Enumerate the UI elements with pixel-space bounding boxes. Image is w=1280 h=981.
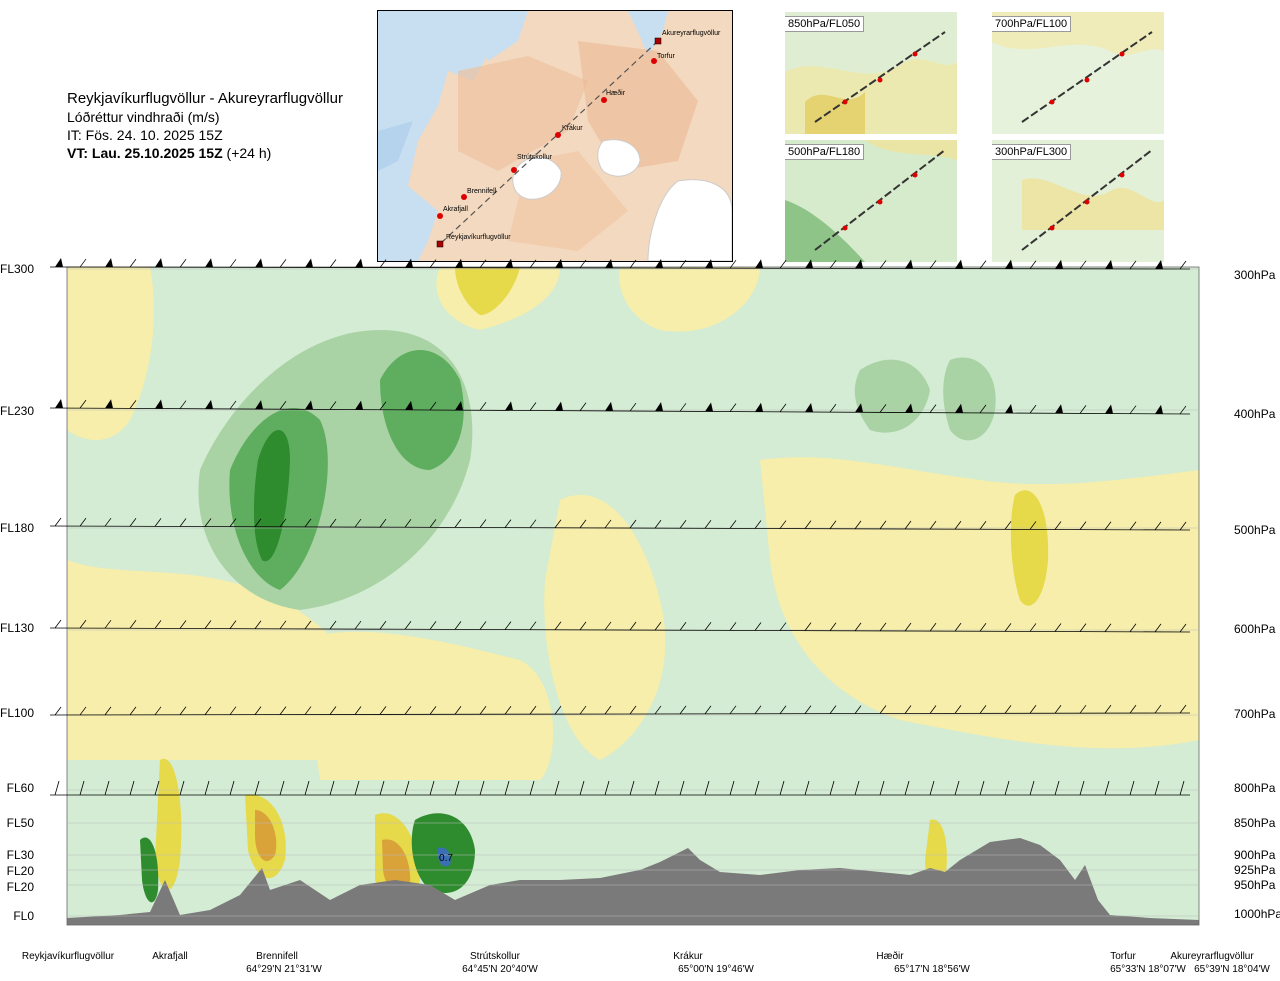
loc-coord-akureyri: 65°39'N 18°04'W [1194, 964, 1270, 975]
mini-map-850: 850hPa/FL050 [785, 12, 957, 134]
valid-time: VT: Lau. 25.10.2025 15Z (+24 h) [67, 144, 343, 162]
loc-name-akrafjall: Akrafjall [152, 951, 188, 962]
init-time: IT: Fös. 24. 10. 2025 15Z [67, 127, 223, 143]
quantity-subtitle: Lóðréttur vindhraði (m/s) [67, 109, 220, 125]
hpa-label-700: 700hPa [1234, 707, 1276, 721]
map-label-akureyri: Akureyrarflugvöllur [662, 30, 721, 37]
rise-core-1b [253, 430, 290, 562]
loc-coord-krakur: 65°00'N 19°46'W [678, 964, 754, 975]
map-label-torfur: Torfur [657, 53, 676, 60]
mini-map-300-svg [992, 140, 1164, 262]
fl-label-230: FL230 [0, 404, 35, 418]
fl-label-0: FL0 [13, 909, 34, 923]
route-title: Reykjavíkurflugvöllur - Akureyrarflugvöl… [67, 90, 343, 107]
fl-label-100: FL100 [0, 706, 35, 720]
hpa-label-900: 900hPa [1234, 848, 1276, 862]
mini-map-850-svg [785, 12, 957, 134]
hpa-label-925: 925hPa [1234, 863, 1276, 877]
mini-map-850-label: 850hPa/FL050 [785, 16, 865, 32]
wind-barb-row [49, 704, 1191, 716]
wind-barb-row [49, 517, 1191, 531]
sink-core-4 [1010, 490, 1049, 606]
sink-region-3 [619, 267, 760, 332]
loc-name-brennifell: Brennifell [256, 951, 298, 962]
fl-label-50: FL50 [6, 816, 34, 830]
sink-core-10b [382, 839, 411, 892]
mini-map-300: 300hPa/FL300 [992, 140, 1164, 262]
hpa-label-1000: 1000hPa [1234, 907, 1280, 921]
valid-time-lead: (+24 h) [222, 145, 272, 161]
rise-region-3 [854, 359, 930, 433]
mini-map-700-label: 700hPa/FL100 [992, 16, 1072, 32]
map-label-strutskollur: Strútskollur [517, 154, 553, 161]
terrain [67, 838, 1199, 925]
sink-region-1 [67, 267, 154, 440]
route-map-svg: Akureyrarflugvöllur Torfur Hæðir Krákur … [378, 11, 732, 261]
map-label-akrafjall: Akrafjall [443, 206, 468, 213]
sink-core-8 [155, 758, 182, 890]
mini-map-300-label: 300hPa/FL300 [992, 144, 1072, 160]
hpa-label-300: 300hPa [1234, 268, 1276, 282]
mini-map-700: 700hPa/FL100 [992, 12, 1164, 134]
fl-label-130: FL130 [0, 621, 35, 635]
fl-label-30: FL30 [6, 848, 34, 862]
plot-frame [66, 266, 1200, 926]
fl-label-300: FL300 [0, 262, 35, 276]
loc-coord-torfur: 65°33'N 18°07'W [1110, 964, 1186, 975]
loc-name-akureyri: Akureyrarflugvöllur [1170, 951, 1254, 962]
wind-barbs [49, 258, 1191, 796]
max-updraft-label: 0.7 [439, 853, 453, 864]
loc-name-krakur: Krákur [673, 951, 703, 962]
wind-barb-row [49, 258, 1191, 270]
chart-title-block: Reykjavíkurflugvöllur - Akureyrarflugvöl… [67, 90, 343, 162]
wind-barb-row [49, 619, 1191, 633]
map-label-krakur: Krákur [562, 125, 583, 132]
mini-map-500-svg [785, 140, 957, 262]
loc-coord-brennifell: 64°29'N 21°31'W [246, 964, 322, 975]
hpa-label-950: 950hPa [1234, 878, 1276, 892]
loc-name-torfur: Torfur [1110, 951, 1136, 962]
loc-name-strutskollur: Strútskollur [469, 951, 521, 962]
fl-label-180: FL180 [0, 521, 35, 535]
mini-map-500: 500hPa/FL180 [785, 140, 957, 262]
loc-name-haedir: Hæðir [876, 951, 904, 962]
loc-coord-strutskollur: 64°45'N 20°40'W [462, 964, 538, 975]
hpa-label-850: 850hPa [1234, 816, 1276, 830]
wind-barb-row [49, 399, 1191, 415]
map-label-haedir: Hæðir [606, 89, 626, 97]
map-label-reykjavik: Reykjavíkurflugvöllur [446, 234, 511, 241]
loc-name-reykjavik: Reykjavíkurflugvöllur [21, 951, 115, 962]
sink-region-7 [300, 631, 554, 780]
route-map: Akureyrarflugvöllur Torfur Hæðir Krákur … [377, 10, 733, 262]
valid-time-date: VT: Lau. 25.10.2025 15Z [67, 145, 223, 161]
hpa-label-400: 400hPa [1234, 407, 1276, 421]
wind-barb-row [50, 780, 1190, 796]
fl-label-60: FL60 [6, 781, 34, 795]
fl-label-20b: FL20 [6, 880, 34, 894]
hpa-label-600: 600hPa [1234, 622, 1276, 636]
map-label-brennifell: Brennifell [467, 188, 497, 195]
fl-label-20a: FL20 [6, 864, 34, 878]
max-updraft-core [437, 847, 451, 867]
sink-region-5 [544, 494, 666, 760]
mini-map-500-label: 500hPa/FL180 [785, 144, 865, 160]
loc-coord-haedir: 65°17'N 18°56'W [894, 964, 970, 975]
hpa-label-500: 500hPa [1234, 523, 1276, 537]
sink-core-2 [455, 267, 520, 315]
vertical-velocity-field [67, 267, 1199, 925]
hpa-label-800: 800hPa [1234, 781, 1276, 795]
rise-region-4 [943, 357, 996, 441]
